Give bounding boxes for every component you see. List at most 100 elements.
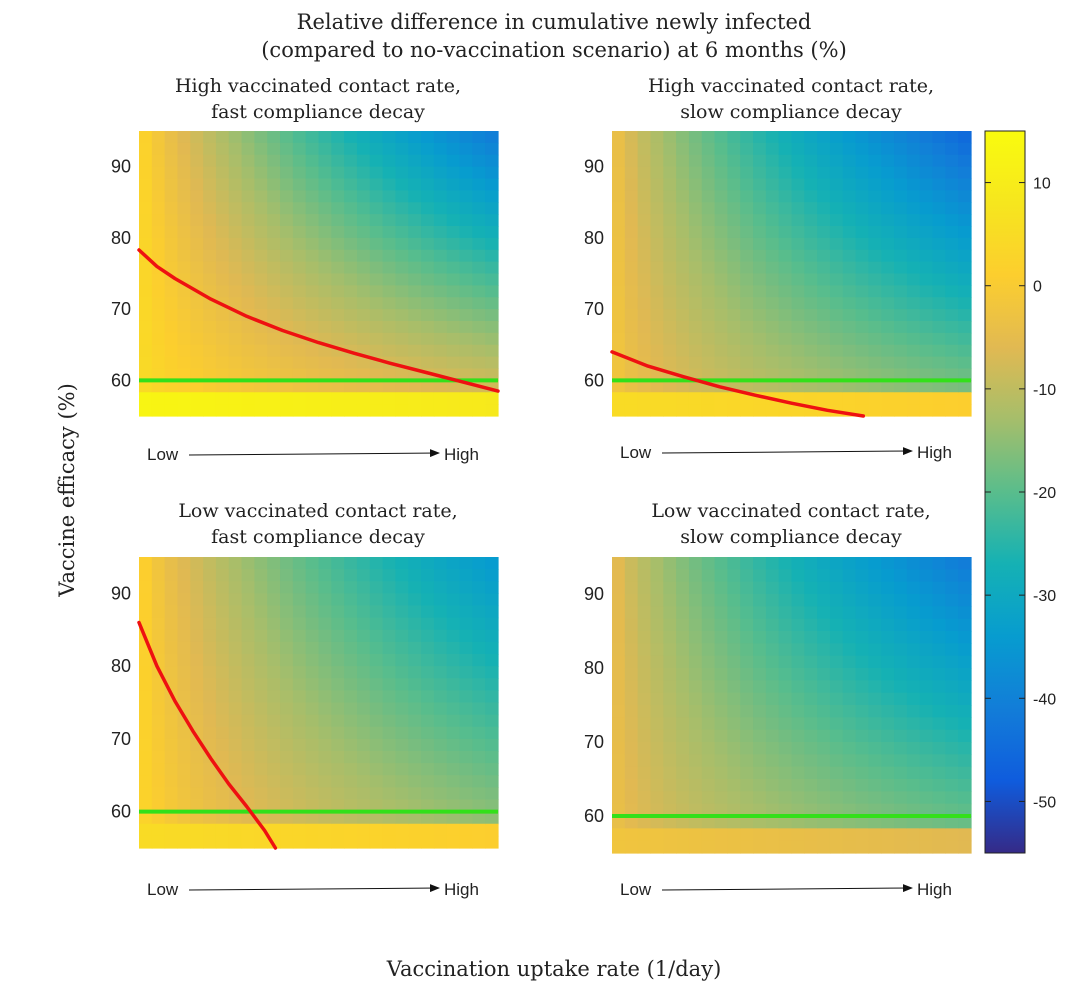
heatmap-cell [650, 754, 664, 768]
heatmap-cell [714, 606, 728, 620]
heatmap-cell [318, 678, 332, 691]
heatmap-cell [637, 166, 652, 180]
heatmap-cell [778, 816, 793, 829]
heatmap-cell [382, 321, 397, 334]
heatmap-cell [894, 840, 908, 854]
heatmap-cell [958, 742, 972, 755]
heatmap-cell [919, 344, 934, 358]
heatmap-cell [292, 344, 307, 358]
heatmap-cell [894, 680, 908, 694]
heatmap-cell [267, 332, 281, 346]
heatmap-cell [446, 690, 461, 704]
heatmap-cell [637, 309, 652, 322]
heatmap-cell [177, 799, 191, 813]
heatmap-cell [881, 631, 895, 644]
heatmap-cell [421, 811, 435, 825]
heatmap-cell [612, 202, 626, 215]
heatmap-cell [305, 202, 320, 215]
heatmap-cell [919, 166, 934, 180]
heatmap-cell [701, 803, 716, 817]
heatmap-cell [740, 226, 754, 239]
heatmap-cell [701, 214, 716, 227]
heatmap-cell [868, 816, 882, 829]
heatmap-cell [395, 166, 409, 180]
heatmap-cell [701, 321, 716, 334]
heatmap-cell [344, 666, 358, 679]
heatmap-cell [932, 828, 946, 842]
y-tick-label: 80 [111, 656, 131, 676]
heatmap-cell [829, 828, 844, 842]
heatmap-cell [318, 775, 332, 788]
heatmap-cell [472, 775, 486, 788]
heatmap-cell [637, 618, 652, 632]
heatmap-cell [139, 593, 153, 607]
heatmap-cell [919, 606, 934, 620]
heatmap-cell [727, 618, 741, 632]
heatmap-cell [151, 823, 166, 837]
heatmap-cell [215, 641, 230, 655]
heatmap-cell [228, 569, 243, 582]
heatmap-cell [919, 297, 934, 310]
heatmap-cell [241, 261, 255, 275]
heatmap-cell [305, 569, 320, 582]
heatmap-cell [292, 297, 307, 310]
heatmap-cell [485, 344, 499, 358]
heatmap-cell [637, 285, 652, 298]
heatmap-cell [331, 261, 345, 275]
heatmap-cell [765, 142, 780, 156]
heatmap-cell [727, 154, 741, 168]
heatmap-cell [753, 404, 767, 417]
heatmap-cell [344, 678, 358, 691]
heatmap-cell [267, 629, 281, 643]
heatmap-cell [868, 754, 882, 768]
heatmap-cell [919, 178, 934, 191]
heatmap-cell [203, 666, 217, 679]
heatmap-cell [267, 823, 281, 837]
heatmap-cell [344, 380, 358, 393]
heatmap-cell [778, 332, 793, 346]
heatmap-cell [356, 557, 371, 570]
heatmap-cell [485, 214, 499, 227]
heatmap-cell [740, 618, 754, 632]
heatmap-cell [945, 273, 959, 286]
heatmap-cell [331, 666, 345, 679]
heatmap-cell [740, 178, 754, 191]
heatmap-cell [701, 261, 716, 275]
heatmap-cell [433, 557, 448, 570]
heatmap-cell [241, 237, 255, 251]
heatmap-cell [881, 754, 895, 768]
heatmap-cell [433, 835, 448, 849]
heatmap-cell [446, 344, 461, 358]
heatmap-cell [382, 226, 397, 239]
heatmap-cell [906, 202, 921, 215]
heatmap-cell [855, 131, 870, 144]
heatmap-cell [701, 631, 716, 644]
heatmap-cell [945, 380, 959, 393]
heatmap-cell [164, 154, 179, 168]
x-arrow-high-label: High [444, 445, 479, 464]
heatmap-cell [446, 726, 461, 740]
heatmap-cell [829, 392, 844, 405]
heatmap-cell [855, 297, 870, 310]
heatmap-cell [701, 237, 716, 251]
heatmap-cell [624, 569, 639, 583]
heatmap-cell [868, 226, 882, 239]
heatmap-cell [369, 751, 384, 764]
heatmap-cell [958, 618, 972, 632]
heatmap-cell [446, 678, 461, 691]
heatmap-cell [292, 835, 307, 849]
heatmap-cell [241, 690, 255, 704]
heatmap-cell [714, 285, 728, 298]
heatmap-cell [485, 811, 499, 825]
heatmap-cell [395, 799, 409, 813]
heatmap-cell [932, 344, 946, 358]
heatmap-cell [791, 631, 805, 644]
heatmap-cell [727, 668, 741, 681]
heatmap-cell [829, 356, 844, 370]
heatmap-cell [164, 166, 179, 180]
heatmap-cell [215, 751, 230, 764]
heatmap-cell [485, 775, 499, 788]
heatmap-cell [804, 631, 818, 644]
heatmap-cell [868, 285, 882, 298]
heatmap-cell [958, 273, 972, 286]
